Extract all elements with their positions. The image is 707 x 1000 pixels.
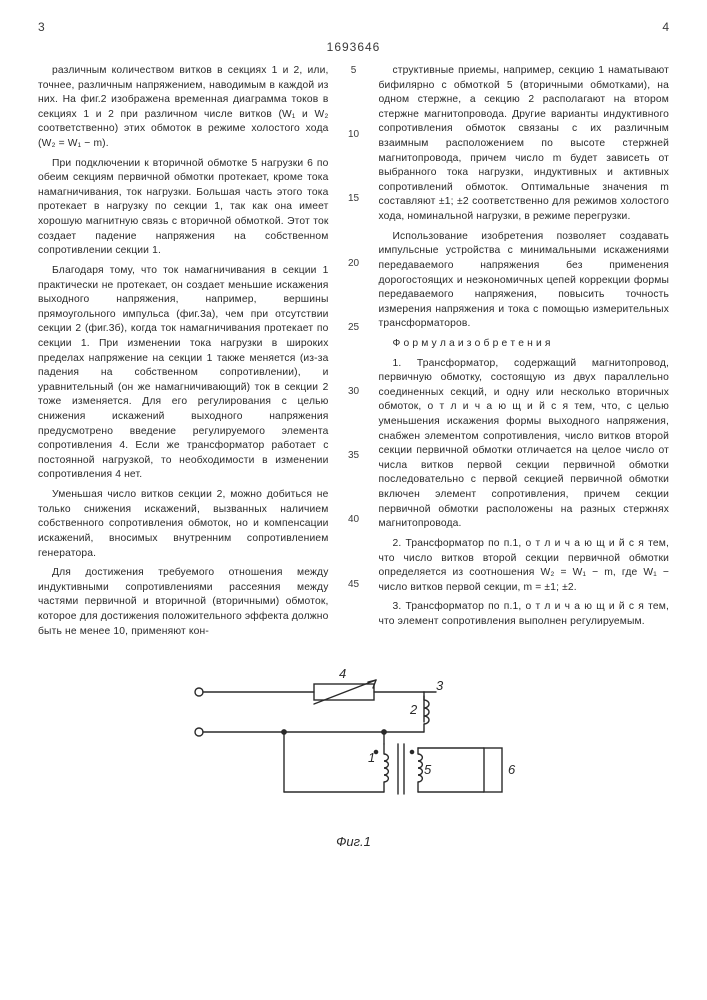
gutter-number: 40 <box>348 513 359 527</box>
gutter-number: 10 <box>348 128 359 142</box>
gutter-number: 5 <box>351 64 357 78</box>
gutter-number: 15 <box>348 192 359 206</box>
page-header: 3 4 <box>38 20 669 34</box>
formula-heading: Ф о р м у л а и з о б р е т е н и я <box>379 337 670 352</box>
figure-caption: Фиг.1 <box>38 834 669 849</box>
gutter-number: 25 <box>348 321 359 335</box>
gutter-number: 20 <box>348 257 359 271</box>
figure-1: 432156 <box>38 662 669 832</box>
svg-text:6: 6 <box>508 762 516 777</box>
gutter-number: 45 <box>348 578 359 592</box>
page: 3 4 1693646 различным количеством витков… <box>0 0 707 1000</box>
right-column: структивные приемы, например, секцию 1 н… <box>379 64 670 644</box>
gutter-number: 35 <box>348 449 359 463</box>
claim: 3. Трансформатор по п.1, о т л и ч а ю щ… <box>379 600 670 629</box>
page-number-right: 4 <box>662 20 669 34</box>
gutter-number: 30 <box>348 385 359 399</box>
svg-text:2: 2 <box>409 702 418 717</box>
svg-text:3: 3 <box>436 678 444 693</box>
claim: 2. Трансформатор по п.1, о т л и ч а ю щ… <box>379 537 670 595</box>
left-column: различным количеством витков в секциях 1… <box>38 64 329 644</box>
paragraph: Для достижения требуемого отношения межд… <box>38 566 329 639</box>
paragraph: Благодаря тому, что ток намагничивания в… <box>38 264 329 483</box>
svg-text:5: 5 <box>424 762 432 777</box>
document-number: 1693646 <box>38 40 669 54</box>
paragraph: различным количеством витков в секциях 1… <box>38 64 329 152</box>
paragraph: структивные приемы, например, секцию 1 н… <box>379 64 670 225</box>
page-number-left: 3 <box>38 20 45 34</box>
paragraph: Уменьшая число витков секции 2, можно до… <box>38 488 329 561</box>
claim: 1. Трансформатор, содержащий магнитопров… <box>379 357 670 532</box>
line-number-gutter: 5 10 15 20 25 30 35 40 45 <box>347 64 361 644</box>
paragraph: Использование изобретения позволяет созд… <box>379 230 670 332</box>
circuit-diagram: 432156 <box>164 662 544 832</box>
text-columns: различным количеством витков в секциях 1… <box>38 64 669 644</box>
paragraph: При подключении к вторичной обмотке 5 на… <box>38 157 329 259</box>
svg-text:4: 4 <box>339 666 346 681</box>
